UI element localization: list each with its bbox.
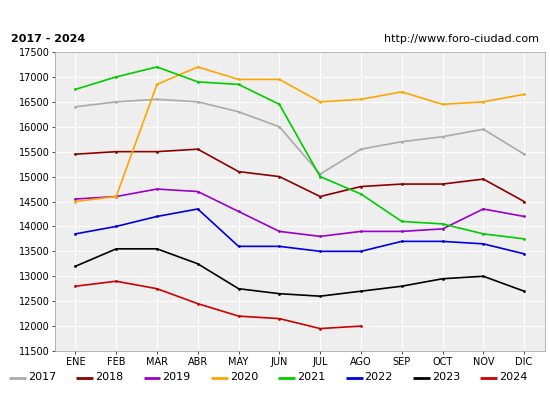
Text: 2022: 2022 — [365, 372, 393, 382]
Text: 2019: 2019 — [162, 372, 191, 382]
Text: 2017 - 2024: 2017 - 2024 — [11, 34, 85, 44]
Text: 2020: 2020 — [230, 372, 258, 382]
Text: Evolucion del paro registrado en Dos Hermanas: Evolucion del paro registrado en Dos Her… — [71, 6, 479, 22]
Text: 2018: 2018 — [95, 372, 123, 382]
Text: 2024: 2024 — [499, 372, 528, 382]
Text: 2021: 2021 — [297, 372, 326, 382]
Text: http://www.foro-ciudad.com: http://www.foro-ciudad.com — [384, 34, 539, 44]
Text: 2023: 2023 — [432, 372, 460, 382]
Text: 2017: 2017 — [28, 372, 56, 382]
